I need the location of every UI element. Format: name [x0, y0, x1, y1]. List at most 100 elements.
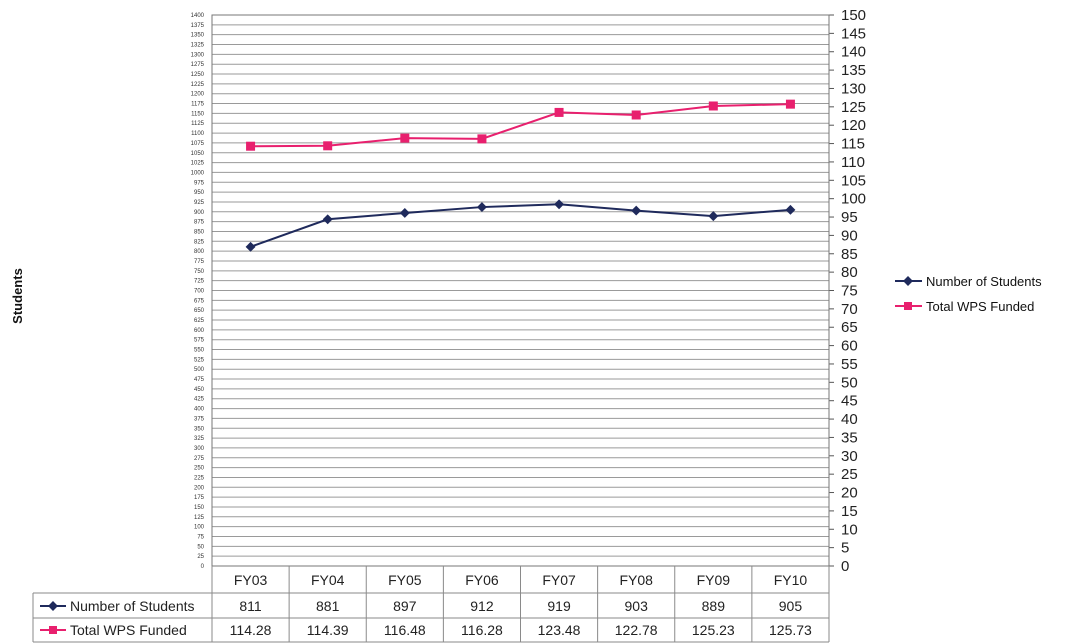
right-tick-label: 125	[841, 99, 866, 116]
right-tick-label: 100	[841, 191, 866, 208]
left-tick-label: 1050	[191, 151, 205, 157]
left-tick-label: 150	[194, 505, 205, 511]
left-tick-label: 600	[194, 328, 205, 334]
right-tick-label: 30	[841, 448, 858, 465]
right-tick-label: 70	[841, 301, 858, 318]
table-row-label: Total WPS Funded	[70, 622, 187, 638]
left-axis-ticks: 0 25 50 75 100 125 150 175 200 225 250 275 300 325 350…	[191, 13, 205, 570]
left-tick-label: 375	[194, 416, 205, 422]
table-cell-value: 116.28	[461, 622, 503, 638]
left-tick-label: 475	[194, 377, 205, 383]
right-tick-label: 0	[841, 558, 849, 575]
left-tick-label: 275	[194, 456, 205, 462]
right-tick-label: 135	[841, 62, 866, 79]
category-label: FY07	[542, 572, 576, 588]
table-legend-marker	[49, 626, 57, 634]
left-tick-label: 1400	[191, 13, 205, 19]
category-label: FY09	[697, 572, 731, 588]
left-tick-label: 225	[194, 475, 205, 481]
left-tick-label: 1000	[191, 170, 205, 176]
data-point	[399, 208, 410, 218]
right-tick-label: 80	[841, 264, 858, 281]
left-tick-label: 1275	[191, 62, 205, 68]
table-cell-value: 114.28	[230, 622, 272, 638]
left-tick-label: 1350	[191, 33, 205, 39]
right-tick-label: 15	[841, 503, 858, 520]
left-tick-label: 400	[194, 407, 205, 413]
table-cell-value: 114.39	[307, 622, 349, 638]
left-tick-label: 1175	[191, 102, 205, 108]
left-tick-label: 900	[194, 210, 205, 216]
table-cell-value: 919	[547, 598, 571, 614]
data-point	[246, 141, 256, 151]
data-point	[400, 133, 410, 143]
left-tick-label: 175	[194, 495, 205, 501]
left-tick-label: 250	[194, 466, 205, 472]
data-point	[708, 211, 719, 222]
right-tick-label: 145	[841, 25, 866, 42]
left-tick-label: 25	[197, 554, 204, 560]
left-tick-label: 725	[194, 279, 205, 285]
right-tick-label: 90	[841, 227, 858, 244]
left-tick-label: 1075	[191, 141, 205, 147]
data-table-header: FY03 FY04 FY05 FY06 FY07 FY08 FY09 FY10	[234, 572, 808, 588]
left-tick-label: 1375	[191, 23, 205, 29]
legend-marker-wps	[904, 302, 912, 310]
left-tick-label: 425	[194, 397, 205, 403]
gridlines	[212, 14, 829, 567]
right-tick-label: 45	[841, 393, 858, 410]
left-tick-label: 975	[194, 180, 205, 186]
category-label: FY03	[234, 572, 268, 588]
data-point	[708, 101, 718, 111]
right-tick-label: 85	[841, 246, 858, 263]
series-line-0	[250, 203, 791, 248]
left-tick-label: 700	[194, 289, 205, 295]
data-point	[785, 99, 795, 109]
left-tick-label: 625	[194, 318, 205, 324]
left-tick-label: 350	[194, 426, 205, 432]
table-cell-value: 125.23	[692, 622, 735, 638]
table-row-label: Number of Students	[70, 598, 195, 614]
right-tick-label: 60	[841, 338, 858, 355]
data-point	[477, 134, 487, 144]
table-cell-value: 116.48	[384, 622, 426, 638]
left-tick-label: 200	[194, 485, 205, 491]
table-cell-value: 881	[316, 598, 340, 614]
right-tick-label: 120	[841, 117, 866, 134]
right-tick-label: 65	[841, 319, 858, 336]
left-tick-label: 875	[194, 220, 205, 226]
category-label: FY08	[619, 572, 653, 588]
right-tick-label: 50	[841, 374, 858, 391]
right-tick-label: 10	[841, 521, 858, 538]
data-table-rows: Number of Students 811 881 897 912 919 903 889 9…	[40, 598, 812, 638]
right-axis-ticks: 0510152025303540455055606570758085909510…	[829, 7, 866, 575]
table-cell-value: 122.78	[615, 622, 658, 638]
left-tick-label: 1300	[191, 52, 205, 58]
right-tick-label: 20	[841, 485, 858, 502]
data-point	[554, 107, 564, 117]
table-cell-value: 123.48	[538, 622, 581, 638]
legend-marker-students	[903, 276, 913, 286]
left-tick-label: 775	[194, 259, 205, 265]
left-tick-label: 850	[194, 229, 205, 235]
right-tick-label: 130	[841, 80, 866, 97]
data-point	[631, 205, 642, 216]
data-point	[245, 241, 256, 252]
data-table-grid	[32, 566, 830, 643]
data-point	[631, 110, 641, 120]
right-tick-label: 5	[841, 540, 849, 557]
right-tick-label: 55	[841, 356, 858, 373]
category-label: FY04	[311, 572, 345, 588]
legend: Number of Students Total WPS Funded	[895, 274, 1042, 314]
left-tick-label: 125	[194, 515, 205, 521]
category-label: FY05	[388, 572, 422, 588]
left-tick-label: 100	[194, 525, 205, 531]
right-tick-label: 140	[841, 44, 866, 61]
left-tick-label: 675	[194, 298, 205, 304]
table-cell-value: 903	[625, 598, 649, 614]
left-tick-label: 1225	[191, 82, 205, 88]
data-point	[323, 141, 333, 151]
table-legend-marker	[48, 601, 58, 611]
left-tick-label: 1250	[191, 72, 205, 78]
